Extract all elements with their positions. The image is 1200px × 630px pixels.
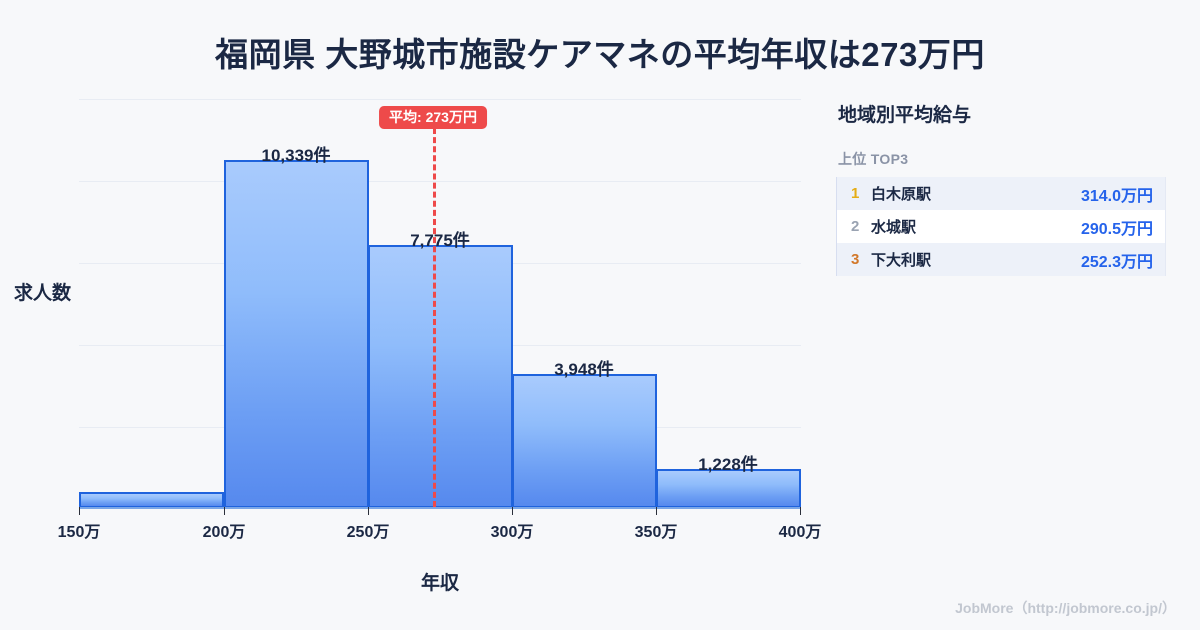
rank-salary-value: 314.0万円	[1080, 187, 1153, 205]
x-tick-label: 400万	[778, 524, 822, 541]
gridline	[79, 99, 801, 100]
rank-station-name: 水城駅	[871, 219, 917, 236]
rank-station-name: 下大利駅	[871, 252, 932, 269]
x-tick	[800, 507, 801, 515]
plot-area	[79, 99, 801, 508]
bar-value-label: 1,228件	[698, 455, 758, 474]
bar-value-label: 10,339件	[261, 146, 331, 165]
x-tick-label: 200万	[202, 524, 246, 541]
x-axis-line	[79, 507, 801, 509]
rank-station-name: 白木原駅	[871, 186, 932, 203]
average-line	[433, 128, 436, 507]
x-tick-label: 250万	[346, 524, 390, 541]
regional-salary-panel: 地域別平均給与 上位 TOP3 1 白木原駅 314.0万円 2 水城駅 290…	[836, 100, 1166, 276]
histogram-chart: 10,339件 7,775件 3,948件 1,228件 平均: 273万円 1…	[14, 99, 822, 594]
x-tick-label: 300万	[490, 524, 534, 541]
x-axis-title: 年収	[420, 573, 459, 594]
x-tick	[656, 507, 657, 515]
x-tick	[224, 507, 225, 515]
bar-200-250	[224, 160, 369, 508]
rank-list: 1 白木原駅 314.0万円 2 水城駅 290.5万円 3 下大利駅 252.…	[836, 177, 1166, 276]
x-tick-label: 150万	[57, 524, 101, 541]
x-tick	[368, 507, 369, 515]
bar-150-200	[79, 492, 224, 508]
rank-salary-value: 252.3万円	[1080, 253, 1153, 271]
x-tick	[512, 507, 513, 515]
rank-number: 3	[851, 251, 860, 268]
rank-salary-value: 290.5万円	[1080, 220, 1153, 238]
page-title: 福岡県 大野城市施設ケアマネの平均年収は273万円	[215, 36, 985, 73]
x-tick-label: 350万	[634, 524, 678, 541]
bar-350-400	[656, 469, 801, 508]
bar-value-label: 7,775件	[410, 231, 470, 250]
sidebar-title: 地域別平均給与	[838, 105, 972, 126]
list-item[interactable]: 1 白木原駅 314.0万円	[837, 177, 1165, 210]
rank-number: 1	[851, 185, 860, 202]
list-item[interactable]: 2 水城駅 290.5万円	[837, 210, 1165, 243]
watermark-attribution: JobMore（http://jobmore.co.jp/）	[955, 600, 1176, 616]
x-tick	[79, 507, 80, 515]
sidebar-subtitle: 上位 TOP3	[838, 151, 909, 167]
list-item[interactable]: 3 下大利駅 252.3万円	[837, 243, 1165, 276]
average-badge: 平均: 273万円	[379, 106, 487, 129]
bar-value-label: 3,948件	[554, 360, 614, 379]
rank-number: 2	[851, 218, 860, 235]
y-axis-title: 求人数	[14, 283, 72, 304]
bar-300-350	[512, 374, 657, 508]
bar-250-300	[368, 245, 513, 508]
gridline	[79, 181, 801, 182]
